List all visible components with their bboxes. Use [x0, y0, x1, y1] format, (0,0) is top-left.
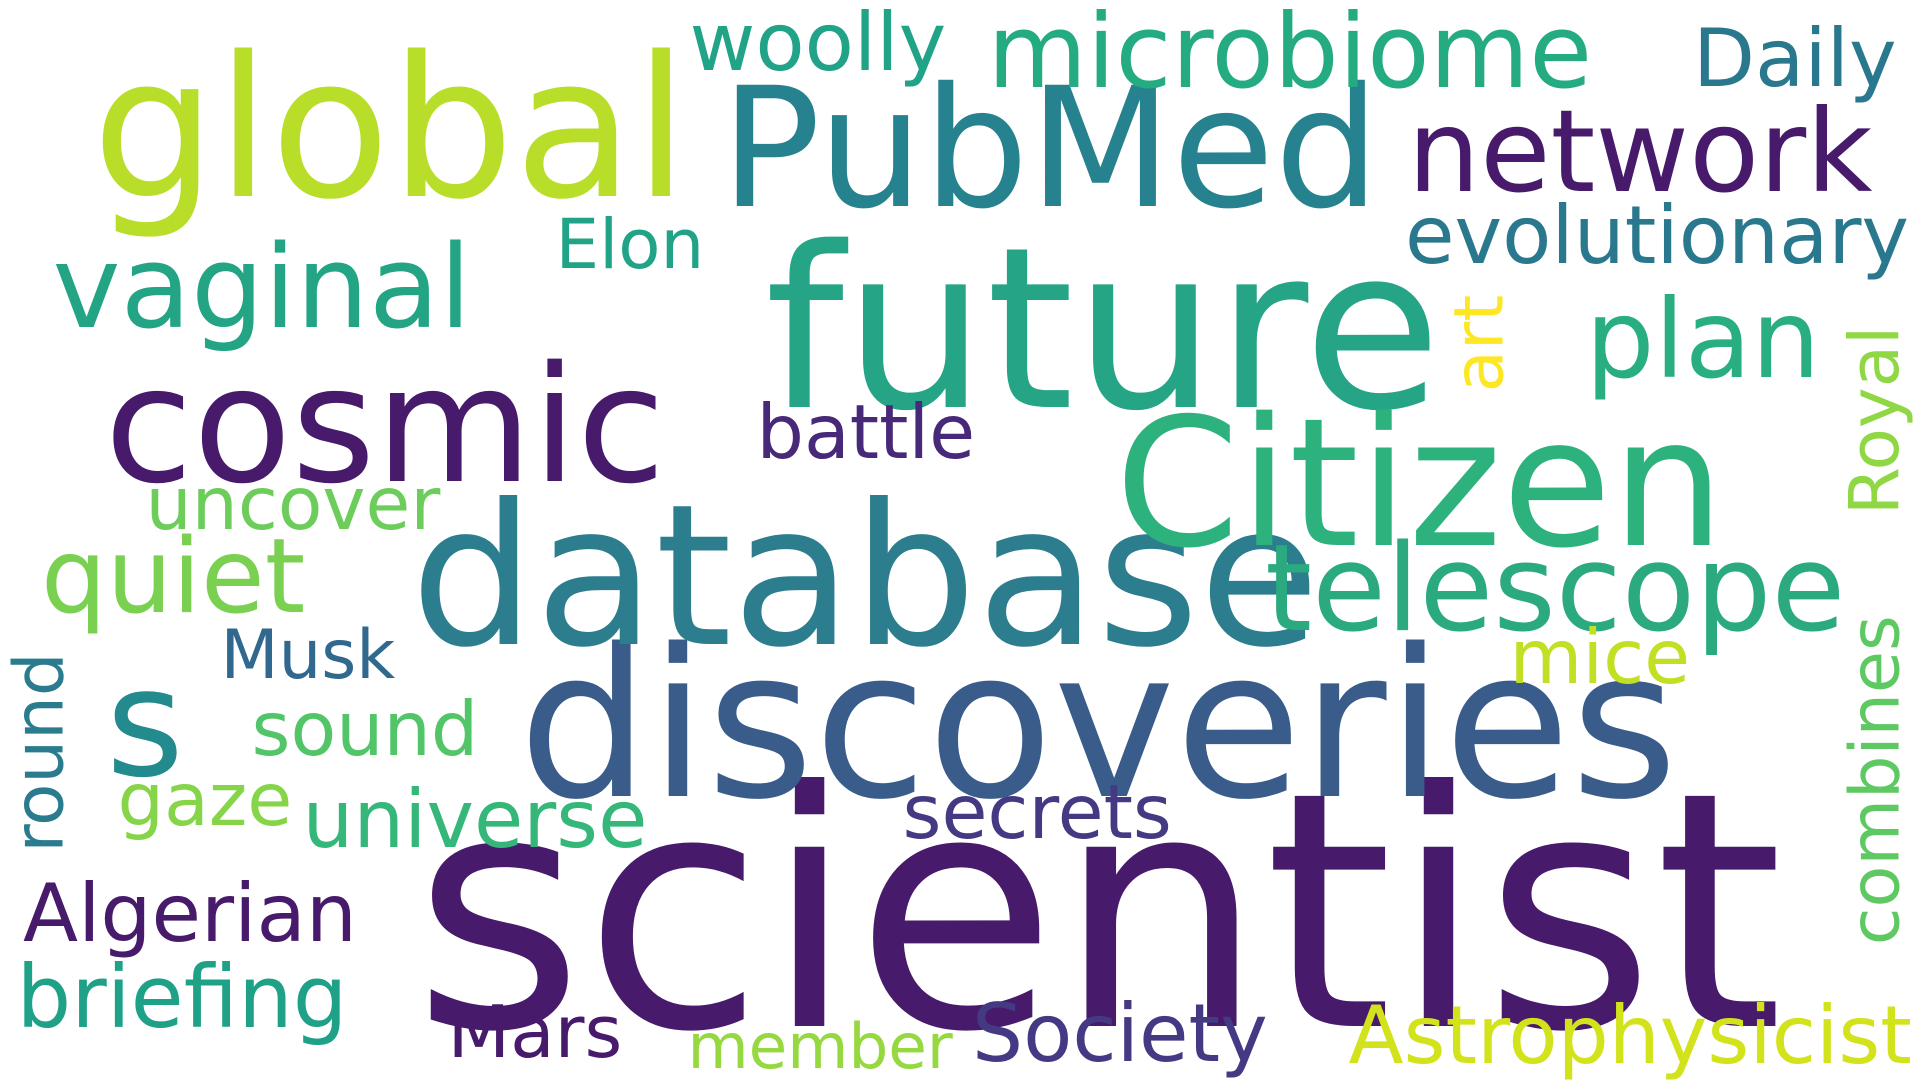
word-microbiome: microbiome — [987, 0, 1593, 112]
word-mice: mice — [1509, 613, 1691, 701]
word-citizen: Citizen — [1115, 381, 1725, 588]
word-s: s — [106, 637, 184, 811]
word-woolly: woolly — [689, 0, 947, 89]
word-vaginal: vaginal — [52, 220, 472, 355]
word-art: art — [1439, 294, 1520, 392]
word-society: Society — [972, 985, 1268, 1080]
word-discoveries: discoveries — [518, 605, 1678, 845]
word-battle: battle — [756, 388, 976, 476]
word-briefing: briefing — [16, 948, 348, 1048]
word-database: database — [410, 463, 1320, 691]
word-global: global — [92, 16, 689, 243]
word-mars: Mars — [447, 990, 623, 1075]
word-secrets: secrets — [902, 768, 1172, 856]
word-scientist: scientist — [413, 723, 1784, 1080]
word-telescope: telescope — [1265, 520, 1846, 659]
word-plan: plan — [1585, 275, 1821, 403]
word-evolutionary: evolutionary — [1405, 187, 1910, 282]
word-royal: Royal — [1834, 325, 1915, 515]
word-cosmic: cosmic — [104, 331, 666, 519]
word-combines: combines — [1835, 615, 1916, 946]
word-pubmed: PubMed — [720, 53, 1380, 246]
word-round: round — [0, 651, 80, 853]
word-algerian: Algerian — [23, 865, 357, 960]
word-future: future — [765, 199, 1442, 460]
word-gaze: gaze — [117, 757, 293, 843]
word-musk: Musk — [220, 615, 396, 694]
word-sound: sound — [251, 685, 479, 773]
word-uncover: uncover — [145, 461, 441, 547]
word-member: member — [687, 1009, 953, 1080]
word-quiet: quiet — [41, 517, 306, 637]
word-universe: universe — [302, 773, 648, 866]
word-network: network — [1407, 85, 1873, 219]
word-elon: Elon — [555, 204, 705, 285]
word-astrophysicist: Astrophysicist — [1348, 987, 1912, 1080]
word-daily: Daily — [1693, 10, 1897, 105]
